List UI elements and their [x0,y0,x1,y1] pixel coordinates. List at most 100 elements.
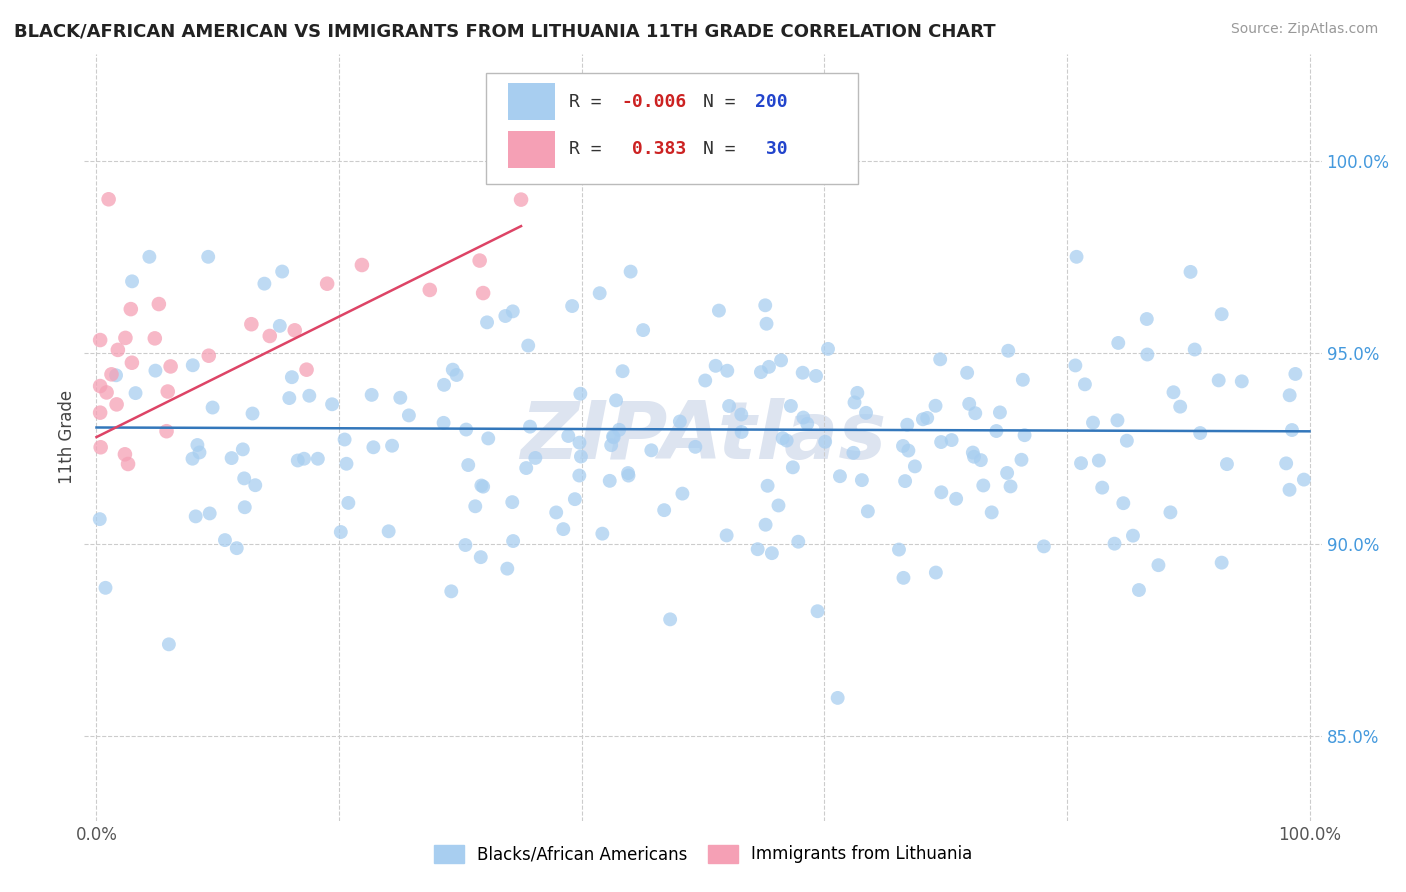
Point [804,368,827,383]
Text: 200: 200 [755,93,787,111]
Point [198,507,221,521]
Point [1275,456,1298,470]
Point [321,397,343,411]
Point [997,343,1019,358]
Point [749,365,772,379]
Point [1107,413,1129,427]
Point [1070,456,1092,470]
Point [929,352,952,367]
Point [472,480,495,494]
Bar [508,131,554,168]
Point [89,512,111,526]
Point [281,370,304,384]
Point [1230,375,1253,389]
Point [502,534,524,549]
Point [232,442,254,457]
Point [114,447,136,461]
Text: ZIPAtlas: ZIPAtlas [520,398,886,476]
Bar [508,83,554,120]
Point [502,304,524,318]
Point [995,466,1018,480]
Point [292,451,315,466]
Point [707,303,730,318]
Point [419,283,441,297]
Point [197,250,219,264]
Point [768,499,790,513]
Point [1104,536,1126,550]
Point [607,423,630,437]
Point [640,443,662,458]
Point [233,500,256,515]
Point [957,397,980,411]
Point [269,318,291,333]
Point [1292,473,1315,487]
Text: -0.006: -0.006 [621,93,686,111]
Point [1189,425,1212,440]
Point [671,486,693,500]
Point [105,397,128,411]
Point [564,492,586,507]
Point [855,406,877,420]
Point [756,479,779,493]
Point [980,505,1002,519]
Point [494,309,516,323]
Point [893,571,915,585]
Point [1014,428,1036,442]
Point [197,349,219,363]
Point [433,377,456,392]
Point [90,440,112,454]
Point [188,445,211,459]
Point [730,408,752,422]
Point [307,451,329,466]
Point [94,581,117,595]
Text: R =: R = [569,140,613,158]
Point [295,362,318,376]
Point [1278,388,1301,402]
Point [605,393,627,408]
Point [1136,312,1159,326]
Point [148,297,170,311]
Text: N =: N = [703,140,747,158]
Point [117,457,139,471]
Point [1211,556,1233,570]
Point [1011,452,1033,467]
Point [941,433,963,447]
Point [1147,558,1170,573]
Text: N =: N = [703,93,747,111]
Point [561,299,583,313]
Point [159,359,181,374]
Point [316,277,339,291]
Point [792,410,814,425]
Point [1211,307,1233,321]
Point [1011,373,1033,387]
Point [856,504,879,518]
Point [894,474,917,488]
Point [617,468,640,483]
Point [758,359,780,374]
Point [1136,347,1159,361]
Point [1281,423,1303,437]
Point [915,411,938,425]
Point [828,469,851,483]
Point [631,323,654,337]
Point [730,425,752,439]
Point [186,438,208,452]
Point [329,524,352,539]
Point [602,429,624,443]
Point [1000,479,1022,493]
Point [755,517,778,532]
Point [240,317,263,331]
Text: BLACK/AFRICAN AMERICAN VS IMMIGRANTS FROM LITHUANIA 11TH GRADE CORRELATION CHART: BLACK/AFRICAN AMERICAN VS IMMIGRANTS FRO… [14,22,995,40]
Point [398,409,420,423]
Point [602,430,624,444]
Point [138,250,160,264]
Point [363,440,385,454]
Point [591,526,613,541]
Point [891,439,914,453]
Point [925,566,948,580]
Point [333,433,356,447]
Point [669,415,692,429]
Point [897,443,920,458]
Point [1163,385,1185,400]
Point [225,541,247,556]
